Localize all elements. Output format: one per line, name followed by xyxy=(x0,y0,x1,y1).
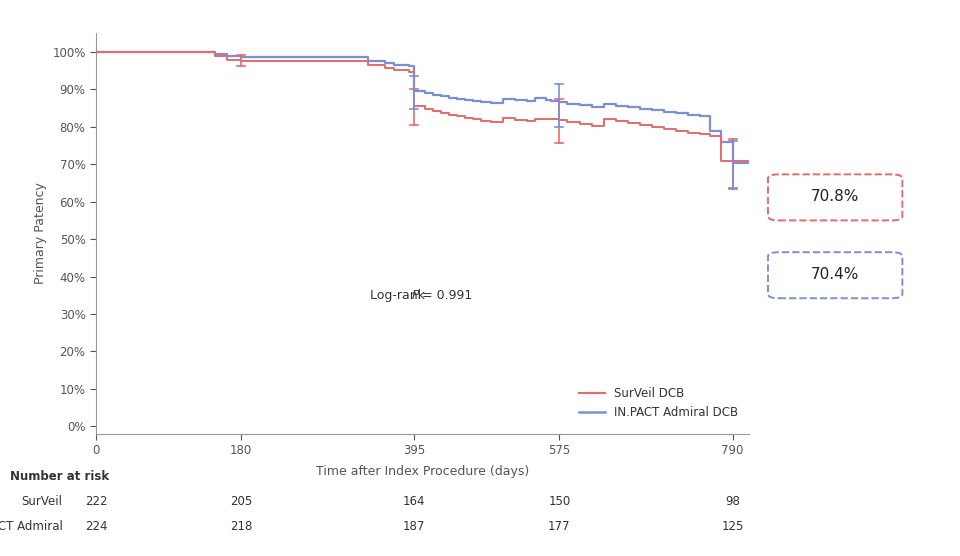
Text: 205: 205 xyxy=(230,495,252,508)
Legend: SurVeil DCB, IN.PACT Admiral DCB: SurVeil DCB, IN.PACT Admiral DCB xyxy=(574,383,743,424)
Text: P: P xyxy=(412,289,420,302)
Text: 218: 218 xyxy=(229,520,252,533)
FancyBboxPatch shape xyxy=(768,252,902,298)
Text: 222: 222 xyxy=(84,495,108,508)
Text: 98: 98 xyxy=(725,495,740,508)
Text: IN.PACT Admiral: IN.PACT Admiral xyxy=(0,520,62,533)
Text: 164: 164 xyxy=(403,495,425,508)
Y-axis label: Primary Patency: Primary Patency xyxy=(34,182,47,285)
Text: Log-rank: Log-rank xyxy=(370,289,429,302)
X-axis label: Time after Index Procedure (days): Time after Index Procedure (days) xyxy=(316,465,529,478)
Text: 187: 187 xyxy=(403,520,425,533)
Text: = 0.991: = 0.991 xyxy=(419,289,472,302)
FancyBboxPatch shape xyxy=(768,175,902,220)
Text: Number at risk: Number at risk xyxy=(10,470,108,483)
Text: 224: 224 xyxy=(84,520,108,533)
Text: 125: 125 xyxy=(722,520,744,533)
Text: 177: 177 xyxy=(548,520,570,533)
Text: SurVeil: SurVeil xyxy=(21,495,62,508)
Text: 150: 150 xyxy=(548,495,570,508)
Text: 70.4%: 70.4% xyxy=(811,267,859,282)
Text: 70.8%: 70.8% xyxy=(811,189,859,204)
